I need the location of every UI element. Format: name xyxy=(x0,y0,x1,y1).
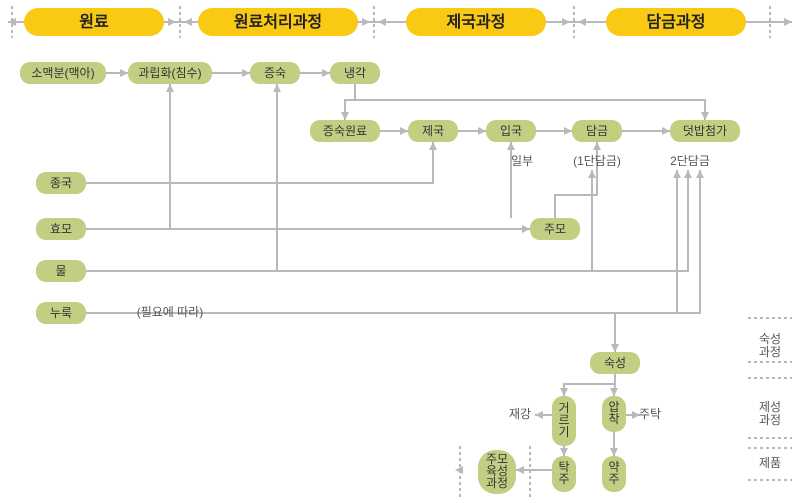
node-label-n_steam: 증숙 xyxy=(264,66,286,80)
node-label-n_nuruk: 누룩 xyxy=(50,306,72,320)
arrowhead xyxy=(120,69,128,77)
node-label-n_deot: 덧밥첨가 xyxy=(683,124,727,138)
arrowhead xyxy=(400,127,408,135)
arrowhead xyxy=(611,344,619,352)
label-l_jutak: 주탁 xyxy=(639,407,661,421)
node-label-n_steamed: 증숙원료 xyxy=(323,124,367,138)
node-label-n_jumoyuk: 과정 xyxy=(486,476,508,490)
node-label-n_gran: 과립화(침수) xyxy=(138,66,201,80)
arrowhead xyxy=(564,127,572,135)
arrowhead xyxy=(684,170,692,178)
edge xyxy=(355,100,705,120)
edge xyxy=(564,374,615,396)
label-l_jepum: 제품 xyxy=(759,456,781,470)
label-l_1dan: (1단담금) xyxy=(573,154,621,168)
arrowhead xyxy=(610,448,618,456)
arrowhead xyxy=(362,18,370,26)
arrowhead xyxy=(784,18,792,26)
node-label-n_suksung: 숙성 xyxy=(604,356,626,370)
header-label-hdr4: 담금과정 xyxy=(647,13,706,31)
arrowhead xyxy=(478,127,486,135)
arrowhead xyxy=(166,84,174,92)
arrowhead xyxy=(593,142,601,150)
edge xyxy=(86,170,700,313)
node-label-n_apchak: 착 xyxy=(608,412,619,426)
arrowhead xyxy=(588,170,596,178)
header-label-hdr3: 제국과정 xyxy=(447,13,506,31)
arrowhead xyxy=(522,225,530,233)
node-label-n_damgeum: 담금 xyxy=(586,124,608,138)
arrowhead xyxy=(610,388,618,396)
label-l_need: (필요에 따라) xyxy=(137,305,204,319)
arrowhead xyxy=(701,112,709,120)
arrowhead xyxy=(562,18,570,26)
node-label-n_jumo: 주모 xyxy=(544,222,566,236)
arrowhead xyxy=(273,84,281,92)
node-label-n_jongguk: 종국 xyxy=(50,176,72,190)
label-l_jesung: 과정 xyxy=(759,413,781,427)
label-l_jaegang: 재강 xyxy=(509,407,531,421)
label-l_suk: 숙성 xyxy=(759,332,781,346)
label-l_ilbu: 일부 xyxy=(511,154,533,168)
arrowhead xyxy=(341,112,349,120)
arrowhead xyxy=(560,448,568,456)
header-label-hdr1: 원료 xyxy=(79,13,109,31)
node-label-n_takju: 주 xyxy=(558,472,569,486)
label-l_suk: 과정 xyxy=(759,345,781,359)
node-label-n_ipguk: 입국 xyxy=(500,124,522,138)
arrowhead xyxy=(429,142,437,150)
arrowhead xyxy=(378,18,386,26)
arrowhead xyxy=(242,69,250,77)
arrowhead xyxy=(696,170,704,178)
arrowhead xyxy=(578,18,586,26)
node-label-n_georugi: 기 xyxy=(558,425,569,439)
edge xyxy=(86,142,433,183)
label-l_2dan: 2단담금 xyxy=(670,154,710,168)
node-label-n_jeguk: 제국 xyxy=(422,124,444,138)
node-label-n_hyomo: 효모 xyxy=(50,222,72,236)
arrowhead xyxy=(184,18,192,26)
node-label-n_malt: 소맥분(맥아) xyxy=(31,66,94,80)
label-l_jesung: 제성 xyxy=(759,400,781,414)
arrowhead xyxy=(322,69,330,77)
arrowhead xyxy=(662,127,670,135)
arrowhead xyxy=(535,411,543,419)
node-label-n_cool: 냉각 xyxy=(344,66,366,80)
header-label-hdr2: 원료처리과정 xyxy=(234,13,322,31)
arrowhead xyxy=(507,142,515,150)
node-label-n_mul: 물 xyxy=(55,264,66,278)
arrowhead xyxy=(516,466,524,474)
arrowhead xyxy=(560,388,568,396)
arrowhead xyxy=(168,18,176,26)
node-label-n_yakju: 주 xyxy=(608,472,619,486)
arrowhead xyxy=(673,170,681,178)
